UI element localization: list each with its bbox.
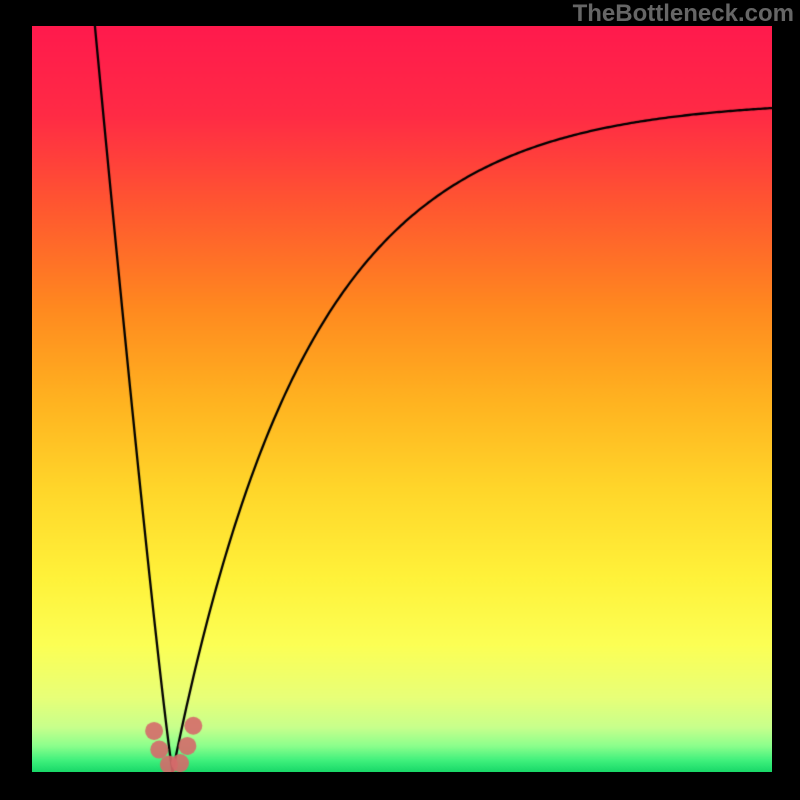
watermark-text: TheBottleneck.com	[573, 0, 794, 28]
frame-border-left	[0, 0, 32, 800]
frame-border-right	[772, 0, 800, 800]
frame-border-bottom	[0, 772, 800, 800]
bottleneck-curve-chart	[32, 26, 772, 772]
